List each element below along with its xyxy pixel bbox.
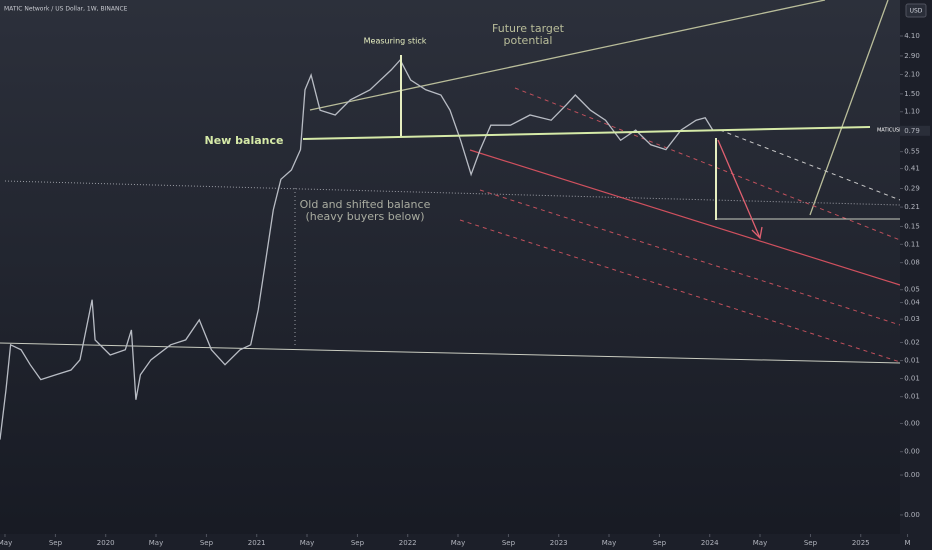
x-tick-label: May [149, 539, 163, 547]
y-tick-label: 0.29 [904, 184, 920, 192]
annotation: Old and shifted balance [300, 198, 431, 211]
x-tick-label: May [602, 539, 616, 547]
time-axis [0, 534, 932, 550]
y-tick-label: 0.03 [904, 315, 920, 323]
rising-line [309, 0, 826, 111]
x-tick-label: Sep [653, 539, 667, 547]
y-tick-label: 0.00 [904, 471, 920, 479]
y-tick-label: 4.10 [904, 32, 920, 40]
x-tick-label: 2023 [550, 539, 568, 547]
x-tick-label: Sep [200, 539, 214, 547]
annotation: potential [504, 34, 553, 47]
channel-line [514, 87, 901, 241]
y-tick-label: 0.00 [904, 419, 920, 427]
y-tick-label: 1.50 [904, 90, 920, 98]
x-tick-label: 2024 [701, 539, 719, 547]
annotation: New balance [205, 134, 284, 147]
ticker-tag: MATICUSD [877, 128, 903, 134]
annotation: Future target [492, 22, 565, 35]
series [0, 58, 714, 440]
x-tick-label: Sep [502, 539, 516, 547]
y-tick-label: 0.01 [904, 357, 920, 365]
x-tick-label: Sep [351, 539, 365, 547]
dotted-line [4, 180, 901, 206]
y-tick-label: 0.55 [904, 148, 920, 156]
arrow [717, 139, 761, 239]
annotation: Measuring stick [364, 37, 427, 46]
annotation: (heavy buyers below) [305, 210, 424, 223]
x-tick-label: May [753, 539, 767, 547]
y-tick-label: 0.05 [904, 286, 920, 294]
y-tick-label: 0.41 [904, 165, 920, 173]
y-tick-label: 2.90 [904, 52, 920, 60]
y-tick-label: 1.10 [904, 108, 920, 116]
y-tick-label: 0.21 [904, 203, 920, 211]
y-tick-label: 0.08 [904, 259, 920, 267]
currency-button[interactable] [905, 3, 927, 18]
price-tag-label: 0.79 [904, 127, 920, 135]
drawings [0, 0, 901, 364]
support-line [0, 342, 901, 364]
x-tick-label: May [451, 539, 465, 547]
x-tick-label: Sep [804, 539, 818, 547]
balance-line [302, 126, 871, 140]
price-axis [900, 0, 932, 550]
target-line [809, 0, 889, 216]
x-tick-label: M [905, 539, 911, 547]
channel-line [479, 189, 901, 326]
x-tick-label: 2020 [97, 539, 115, 547]
y-tick-label: 0.15 [904, 222, 920, 230]
x-tick-label: May [0, 539, 12, 547]
arrow-head [751, 226, 763, 240]
y-tick-label: 0.00 [904, 511, 920, 519]
x-tick-label: 2025 [852, 539, 870, 547]
x-axis: May Sep 2020 May Sep 2021 May Sep 2022 May Sep 2023… [0, 534, 932, 550]
x-tick-label: Sep [49, 539, 63, 547]
y-tick-label: 0.00 [904, 448, 920, 456]
channel-line [459, 219, 901, 363]
price-tag [900, 125, 930, 136]
y-tick-label: 0.01 [904, 393, 920, 401]
price-line [0, 58, 714, 440]
currency[interactable]: USD [910, 8, 923, 15]
y-tick-label: 0.01 [904, 374, 920, 382]
channel-line [719, 129, 901, 201]
symbol-title: MATIC Network / US Dollar, 1W, BINANCE [4, 6, 128, 13]
x-tick-label: May [300, 539, 314, 547]
channel-line [469, 149, 901, 286]
y-tick-label: 2.10 [904, 71, 920, 79]
x-tick-label: 2021 [248, 539, 266, 547]
y-tick-label: 0.11 [904, 240, 920, 248]
drawings-top [302, 55, 871, 220]
x-tick-label: 2022 [399, 539, 417, 547]
y-tick-label: 0.02 [904, 338, 920, 346]
y-tick-label: 0.04 [904, 299, 920, 307]
